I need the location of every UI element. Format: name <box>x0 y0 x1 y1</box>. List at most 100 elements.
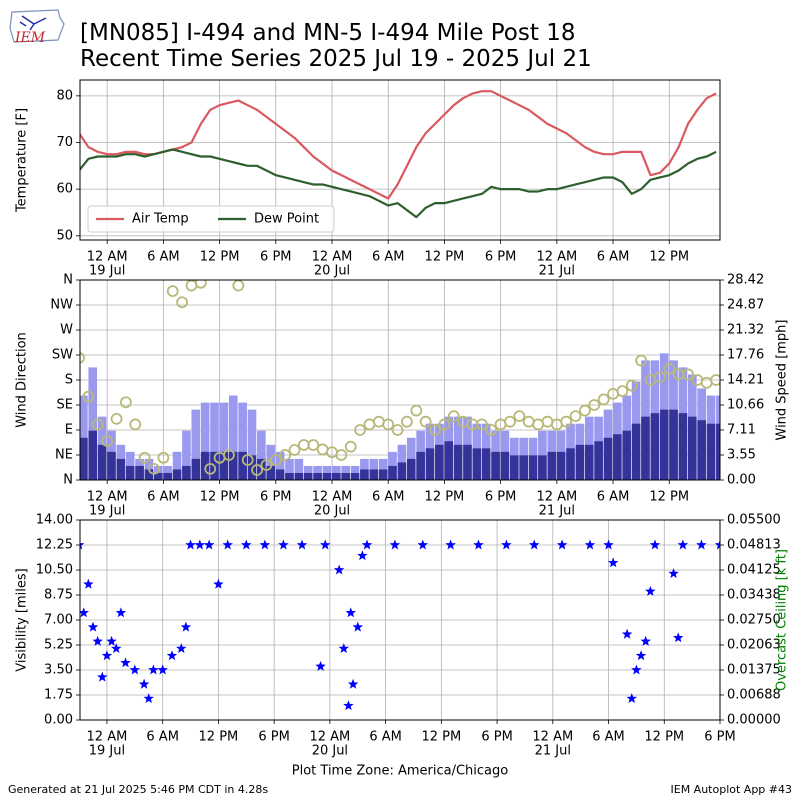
wind-bar <box>285 458 294 480</box>
x-tick-label: 6 AM <box>146 730 179 745</box>
wind-bar <box>369 458 379 480</box>
wind-bar <box>538 455 547 480</box>
wind-bar <box>500 451 510 480</box>
y-axis-label: Temperature [F] <box>15 108 30 213</box>
visibility-point <box>138 678 150 689</box>
visibility-point <box>278 539 289 550</box>
visibility-point <box>649 539 661 550</box>
wind-bar <box>463 444 472 480</box>
wind-direction-point <box>138 451 151 464</box>
wind-direction-point <box>522 415 535 428</box>
wind-bar <box>687 416 697 480</box>
visibility-point <box>668 568 679 579</box>
y-axis-label: Wind Direction <box>15 332 30 428</box>
x-tick-label: 6 AM <box>592 730 625 745</box>
wind-bar <box>641 416 650 480</box>
visibility-point <box>97 671 108 682</box>
visibility-point <box>80 607 89 618</box>
line-series <box>80 148 717 219</box>
wind-bar <box>219 451 229 480</box>
wind-direction-point <box>438 418 451 431</box>
wind-bar <box>294 472 304 480</box>
visibility-point <box>347 678 359 689</box>
y-tick-label: E <box>65 423 73 438</box>
wind-bar <box>378 458 388 480</box>
wind-bar <box>247 409 257 480</box>
y-tick-label: 10.50 <box>36 563 73 578</box>
visibility-point <box>111 643 122 654</box>
x-tick-label: 6 PM <box>260 490 291 505</box>
x-tick-date: 19 Jul <box>89 504 125 519</box>
wind-bar <box>341 472 350 480</box>
x-tick-label: 12 AM <box>87 730 128 745</box>
x-tick-label: 6 AM <box>372 490 405 505</box>
visibility-point <box>635 650 647 661</box>
wind-bar <box>228 395 238 480</box>
wind-direction-point <box>588 399 601 411</box>
y2-tick-label: 0.00 <box>727 473 756 488</box>
wind-bar <box>406 458 416 480</box>
wind-bar <box>369 469 379 480</box>
wind-bar <box>378 469 388 480</box>
wind-bar <box>350 472 360 480</box>
y2-tick-label: 28.42 <box>727 273 764 288</box>
title-line: Recent Time Series 2025 Jul 19 - 2025 Ju… <box>80 46 592 72</box>
wind-bar <box>669 409 678 480</box>
y2-tick-label: 14.21 <box>727 373 764 388</box>
visibility-point <box>129 664 141 675</box>
legend-box <box>87 205 335 233</box>
x-tick-label: 6 PM <box>481 730 512 745</box>
visibility-point <box>626 693 637 704</box>
wind-bar <box>425 448 435 480</box>
wind-direction-point <box>616 385 629 398</box>
x-tick-label: 12 AM <box>536 250 577 265</box>
wind-bar <box>397 444 407 480</box>
x-tick-label: 12 PM <box>649 250 689 265</box>
wind-direction-point <box>269 454 282 466</box>
visibility-point <box>631 664 642 675</box>
y-tick-label: 0.00 <box>44 713 73 728</box>
y2-tick-label: 24.87 <box>727 297 764 312</box>
wind-direction-point <box>148 462 160 475</box>
plot-area <box>80 520 720 720</box>
visibility-point <box>607 557 619 568</box>
x-tick-label: 12 AM <box>87 490 128 505</box>
x-tick-label: 6 PM <box>485 250 516 265</box>
wind-direction-point <box>625 379 638 392</box>
visibility-point <box>185 539 196 550</box>
x-tick-date: 19 Jul <box>89 744 125 759</box>
wind-direction-point <box>288 444 301 456</box>
wind-bar <box>566 448 575 480</box>
x-tick-label: 12 PM <box>425 250 465 265</box>
logo: IEM <box>9 9 65 46</box>
x-tick-date: 20 Jul <box>312 744 348 759</box>
wind-direction-point <box>307 439 320 451</box>
y2-tick-label: 0.03438 <box>727 587 781 602</box>
wind-bar <box>228 451 238 480</box>
visibility-point <box>213 578 224 589</box>
wind-bar <box>182 430 191 480</box>
visibility-point <box>83 578 94 589</box>
wind-direction-point <box>194 280 207 289</box>
visibility-point <box>222 539 233 550</box>
wind-bar <box>435 444 444 480</box>
wind-direction-point <box>110 412 123 425</box>
visibility-point <box>166 650 178 661</box>
wind-direction-point <box>700 376 713 389</box>
legend: Air Temp Dew Point <box>87 205 335 233</box>
wind-direction-point <box>419 415 432 428</box>
wind-bar <box>472 448 482 480</box>
wind-direction-point <box>241 454 254 466</box>
wind-bar <box>678 413 688 480</box>
visibility-point <box>645 585 656 596</box>
visibility-point <box>672 632 684 643</box>
y2-tick-label: 0.02063 <box>727 637 781 652</box>
y-tick-label: SE <box>57 398 73 413</box>
wind-bar <box>303 472 313 480</box>
wind-direction-point <box>447 410 460 423</box>
y-tick-label: W <box>60 323 73 338</box>
x-tick-label: 6 AM <box>597 490 630 505</box>
wind-direction-point <box>653 371 666 384</box>
x-tick-label: 6 AM <box>147 250 180 265</box>
wind-direction-point <box>372 415 385 428</box>
